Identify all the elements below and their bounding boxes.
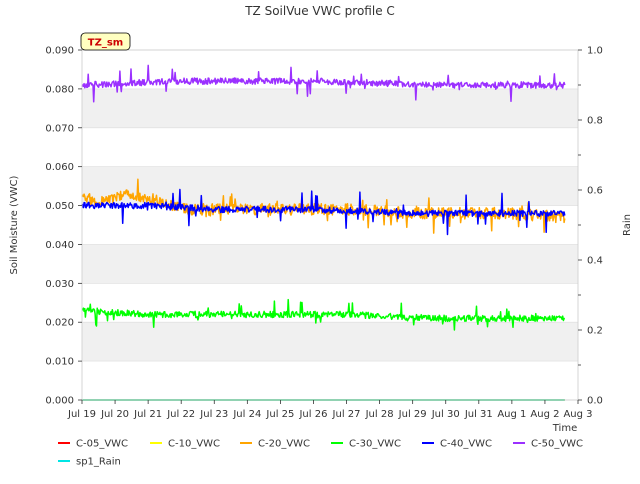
y2-tick-label: 0.0 [587, 396, 603, 407]
x-tick-label: Jul 30 [431, 409, 460, 420]
x-tick-label: Jul 19 [67, 409, 96, 420]
y2-tick-label: 0.4 [587, 256, 603, 267]
grid-band [82, 361, 578, 400]
x-axis-title: Time [552, 423, 577, 434]
y2-tick-label: 1.0 [587, 46, 603, 57]
legend-item: C-10_VWC [150, 439, 220, 450]
x-tick-label: Jul 29 [398, 409, 427, 420]
y-tick-label: 0.030 [45, 279, 74, 290]
grid-band [82, 244, 578, 284]
legend-item: C-30_VWC [331, 439, 401, 450]
y2-tick-label: 0.2 [587, 326, 603, 337]
legend-item: sp1_Rain [58, 457, 121, 468]
y2-tick-label: 0.6 [587, 186, 603, 197]
legend-label: C-10_VWC [168, 439, 220, 450]
x-tick-label: Jul 26 [298, 409, 327, 420]
legend-label: C-05_VWC [76, 439, 128, 450]
y-tick-label: 0.020 [45, 318, 74, 329]
legend-label: sp1_Rain [76, 457, 121, 468]
legend-label: C-50_VWC [531, 439, 583, 450]
plot-bands [82, 49, 578, 401]
x-tick-label: Jul 22 [166, 409, 195, 420]
annotation-box [80, 32, 131, 51]
y-tick-label: 0.070 [45, 123, 74, 134]
grid-band [82, 166, 578, 206]
legend-label: C-30_VWC [349, 439, 401, 450]
legend-label: C-20_VWC [258, 439, 310, 450]
x-tick-label: Jul 23 [199, 409, 228, 420]
legend-item: C-05_VWC [58, 439, 128, 450]
legend-label: C-40_VWC [440, 439, 492, 450]
annotation-label: TZ_sm [88, 38, 123, 49]
y2-tick-label: 0.8 [587, 116, 603, 127]
x-tick-label: Jul 21 [133, 409, 162, 420]
x-tick-label: Aug 3 [563, 409, 592, 420]
axes-layer: 0.000 0.010 0.020 0.030 0.040 0.050 0.060 0.070… [45, 46, 603, 421]
grid-band [82, 322, 578, 362]
x-tick-label: Jul 20 [100, 409, 129, 420]
x-tick-label: Jul 25 [265, 409, 294, 420]
series-line-c-50-vwc [81, 64, 566, 103]
y-tick-label: 0.040 [45, 240, 74, 251]
grid-band [82, 127, 578, 167]
x-tick-label: Jul 24 [232, 409, 261, 420]
legend-item: C-20_VWC [240, 439, 310, 450]
y-tick-label: 0.060 [45, 162, 74, 173]
y2-axis-title: Rain [622, 214, 633, 236]
x-tick-label: Aug 2 [530, 409, 559, 420]
x-tick-label: Jul 27 [332, 409, 361, 420]
grid-band [82, 88, 578, 128]
x-tick-label: Jul 28 [365, 409, 394, 420]
y-axis-title: Soil Moisture (VWC) [9, 175, 20, 274]
series-line-c-40-vwc [81, 188, 566, 236]
y-tick-label: 0.090 [45, 46, 74, 57]
annotation-badge: TZ_sm [80, 32, 131, 51]
chart-title: TZ SoilVue VWC profile C [244, 4, 395, 18]
y-tick-label: 0.050 [45, 201, 74, 212]
series-line-c-30-vwc [81, 298, 566, 331]
y-tick-label: 0.010 [45, 357, 74, 368]
y-tick-label: 0.080 [45, 84, 74, 95]
legend-item: C-50_VWC [513, 439, 583, 450]
y-tick-label: 0.000 [45, 396, 74, 407]
legend: C-05_VWC C-10_VWC C-20_VWC C-30_VWC C-40_VWC… [58, 439, 583, 468]
legend-item: C-40_VWC [422, 439, 492, 450]
x-tick-label: Aug 1 [497, 409, 526, 420]
x-tick-label: Jul 31 [464, 409, 493, 420]
